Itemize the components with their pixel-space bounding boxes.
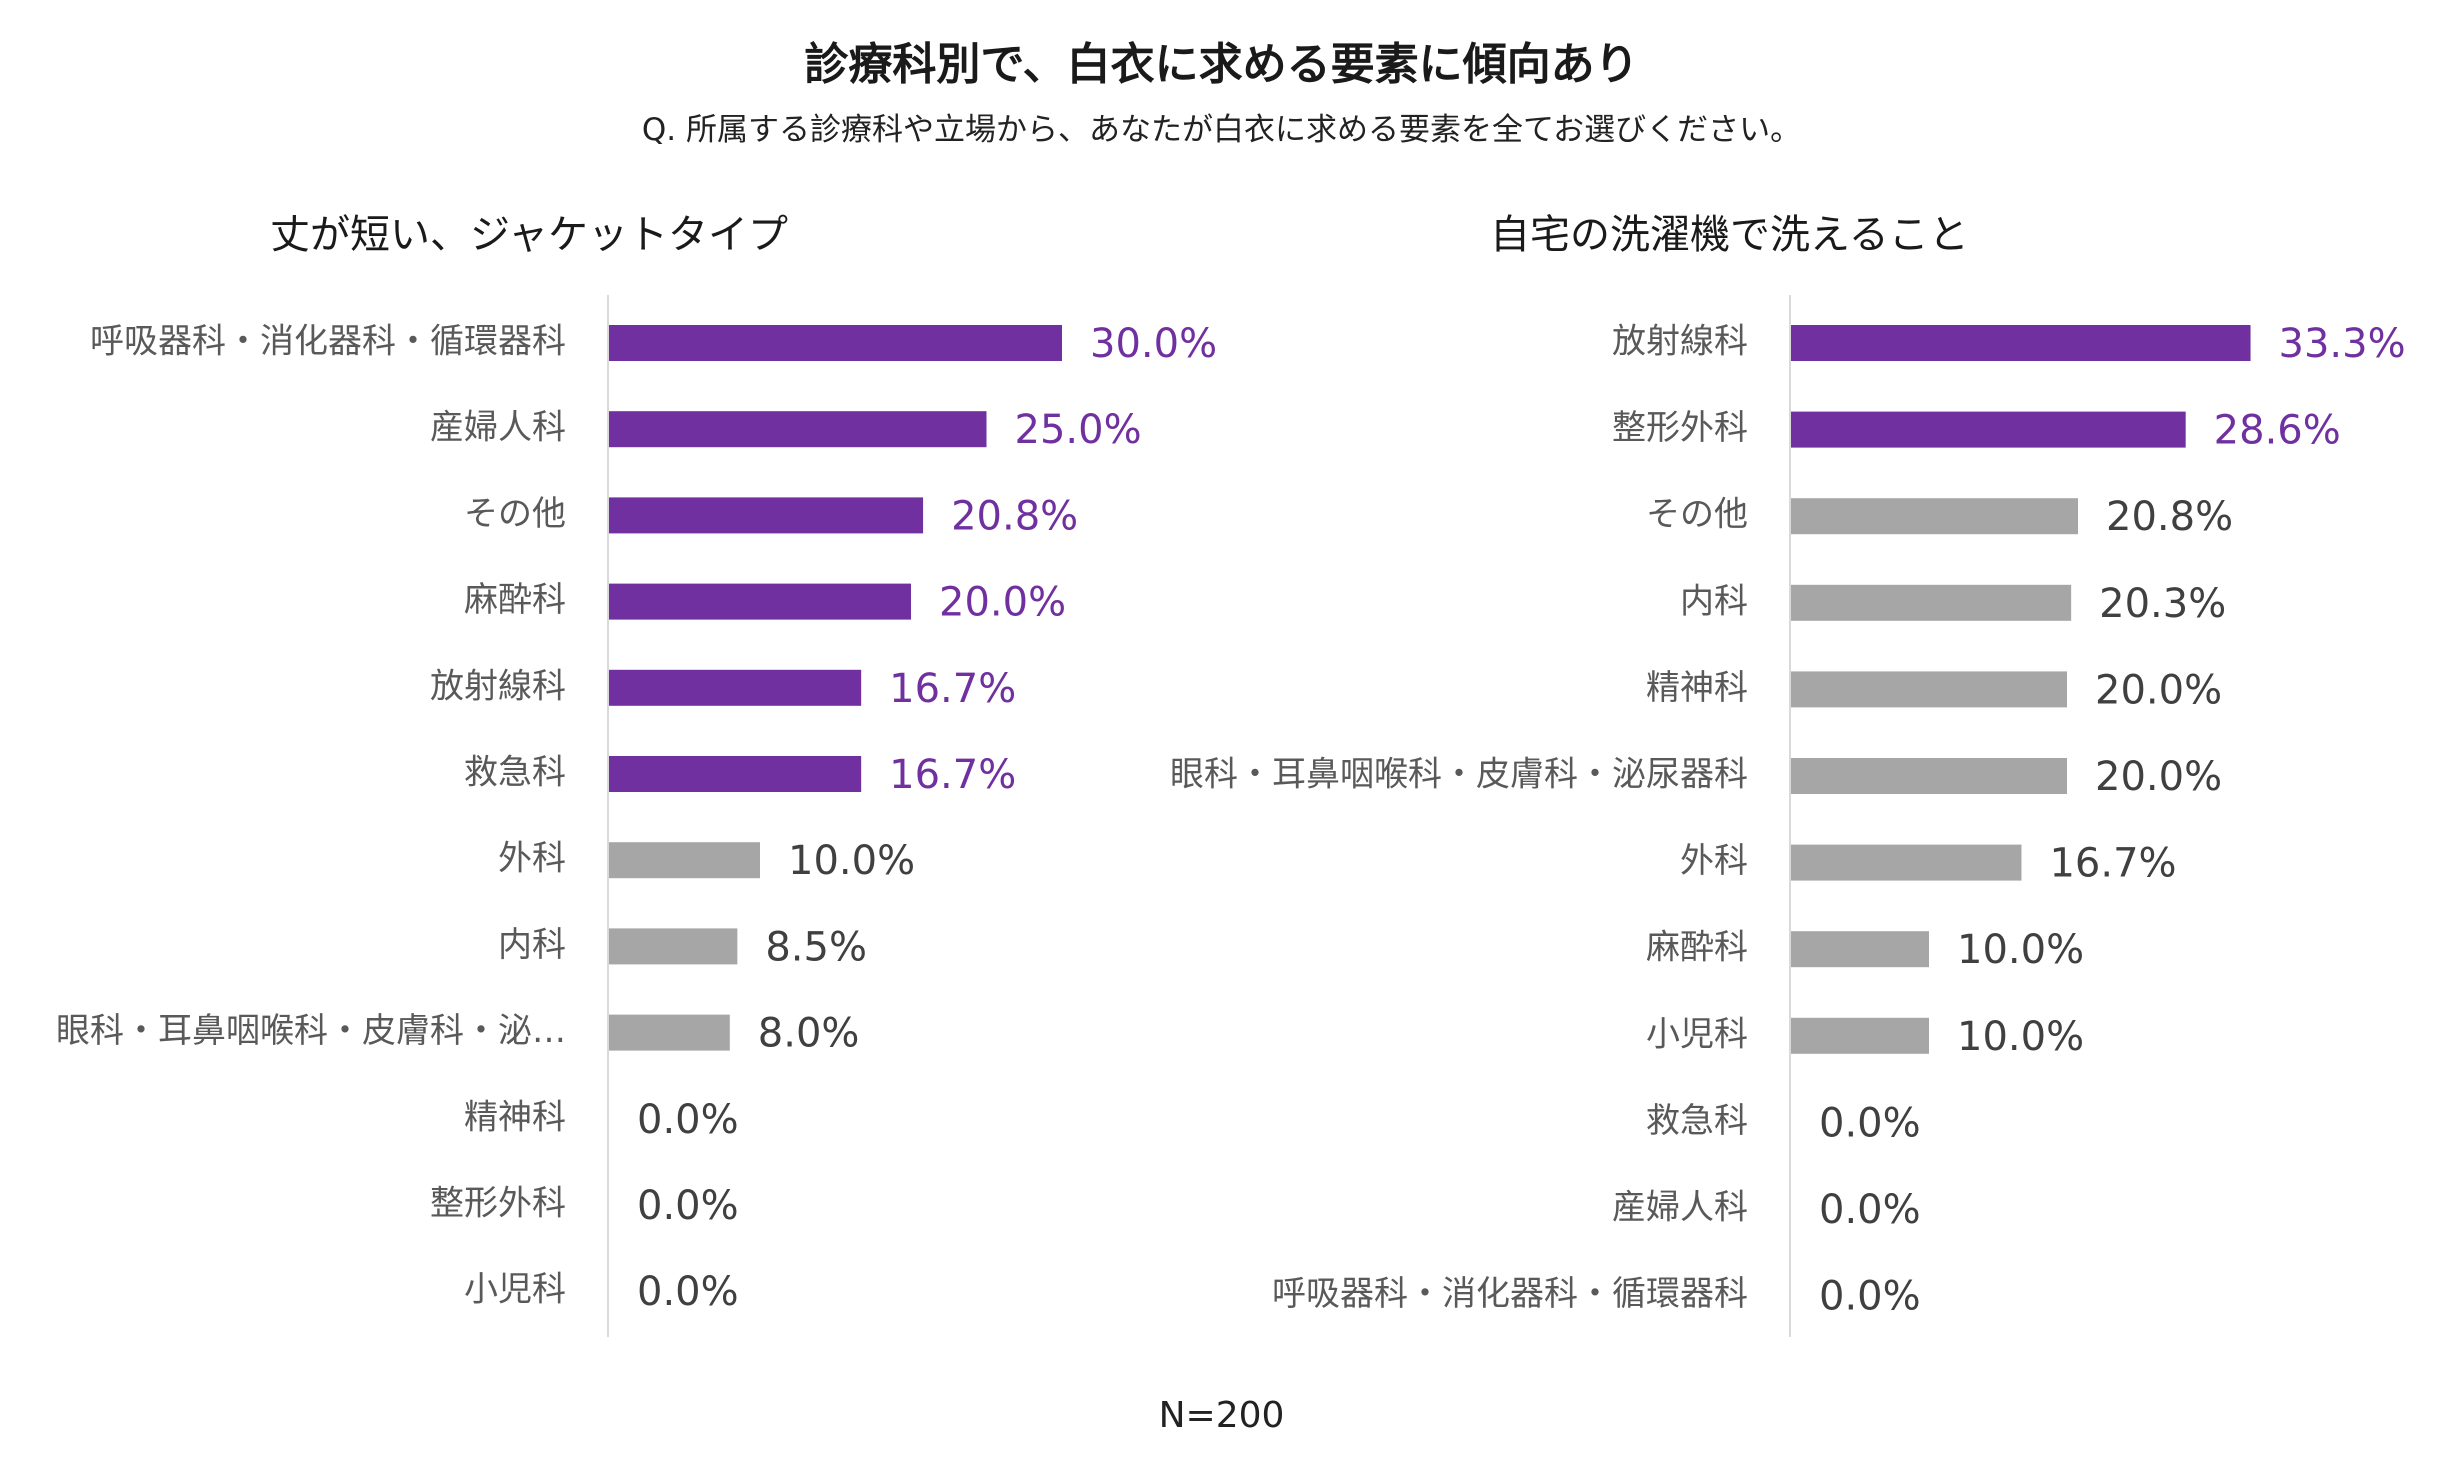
- data-label: 0.0%: [1819, 1274, 1921, 1320]
- chart-title: 丈が短い、ジャケットタイプ: [270, 212, 788, 258]
- bar: [1791, 498, 2079, 535]
- bar: [609, 325, 1062, 361]
- bar: [1791, 931, 1929, 968]
- data-label: 0.0%: [637, 1097, 739, 1143]
- bar: [1791, 411, 2186, 448]
- category-label: その他: [464, 494, 566, 534]
- category-label: 産婦人科: [1612, 1188, 1748, 1228]
- data-label: 25.0%: [1015, 407, 1142, 453]
- category-label: 麻酔科: [1646, 928, 1748, 968]
- category-label: 精神科: [1646, 668, 1748, 708]
- data-label: 33.3%: [2279, 321, 2406, 367]
- bar: [1791, 584, 2072, 621]
- category-label: 眼科・耳鼻咽喉科・皮膚科・泌…: [56, 1011, 566, 1051]
- category-label: 整形外科: [430, 1184, 566, 1224]
- category-label: 外科: [498, 839, 566, 879]
- category-label: その他: [1646, 495, 1748, 535]
- bar: [1791, 325, 2251, 361]
- bar: [609, 928, 738, 965]
- data-label: 10.0%: [1957, 927, 2084, 973]
- bar: [609, 842, 760, 879]
- category-label: 救急科: [1646, 1101, 1748, 1141]
- category-label: 内科: [1680, 581, 1748, 621]
- data-label: 20.0%: [939, 580, 1066, 626]
- data-label: 0.0%: [637, 1269, 739, 1315]
- bar: [609, 497, 924, 534]
- data-label: 20.3%: [2099, 581, 2226, 627]
- category-label: 呼吸器科・消化器科・循環器科: [1272, 1274, 1748, 1314]
- data-label: 16.7%: [889, 666, 1016, 712]
- category-label: 放射線科: [430, 666, 566, 706]
- bar: [609, 411, 987, 448]
- data-label: 8.5%: [765, 924, 867, 970]
- category-label: 内科: [498, 925, 566, 965]
- bar: [609, 756, 862, 792]
- sample-size-note: N=200: [1158, 1395, 1285, 1436]
- category-label: 整形外科: [1612, 408, 1748, 448]
- data-label: 10.0%: [1957, 1014, 2084, 1060]
- bar: [1791, 844, 2022, 881]
- category-label: 産婦人科: [430, 408, 566, 448]
- data-label: 20.0%: [2095, 667, 2222, 713]
- category-label: 外科: [1680, 841, 1748, 881]
- data-label: 28.6%: [2214, 408, 2341, 454]
- category-label: 精神科: [464, 1097, 566, 1137]
- category-label: 救急科: [464, 753, 566, 793]
- bar: [609, 1014, 730, 1051]
- data-label: 20.8%: [951, 493, 1078, 539]
- category-label: 小児科: [1646, 1014, 1748, 1054]
- bar: [1791, 671, 2067, 708]
- category-label: 眼科・耳鼻咽喉科・皮膚科・泌尿器科: [1170, 755, 1748, 795]
- chart-main-title: 診療科別で、白衣に求める要素に傾向あり: [804, 39, 1639, 90]
- category-label: 呼吸器科・消化器科・循環器科: [90, 322, 566, 362]
- bar: [1791, 1017, 1929, 1054]
- chart-title: 自宅の洗濯機で洗えること: [1490, 212, 1969, 258]
- data-label: 8.0%: [758, 1011, 860, 1057]
- data-label: 20.0%: [2095, 754, 2222, 800]
- data-label: 10.0%: [788, 838, 915, 884]
- bar: [609, 669, 862, 706]
- data-label: 16.7%: [2049, 841, 2176, 887]
- category-label: 放射線科: [1612, 322, 1748, 362]
- bar: [1791, 758, 2067, 794]
- bar: [609, 583, 911, 620]
- category-label: 麻酔科: [464, 580, 566, 620]
- data-label: 0.0%: [1819, 1187, 1921, 1233]
- survey-question: Q. 所属する診療科や立場から、あなたが白衣に求める要素を全てお選びください。: [641, 112, 1802, 148]
- data-label: 20.8%: [2106, 494, 2233, 540]
- data-label: 0.0%: [637, 1183, 739, 1229]
- data-label: 30.0%: [1090, 321, 1217, 367]
- data-label: 16.7%: [889, 752, 1016, 798]
- category-label: 小児科: [464, 1270, 566, 1310]
- data-label: 0.0%: [1819, 1100, 1921, 1146]
